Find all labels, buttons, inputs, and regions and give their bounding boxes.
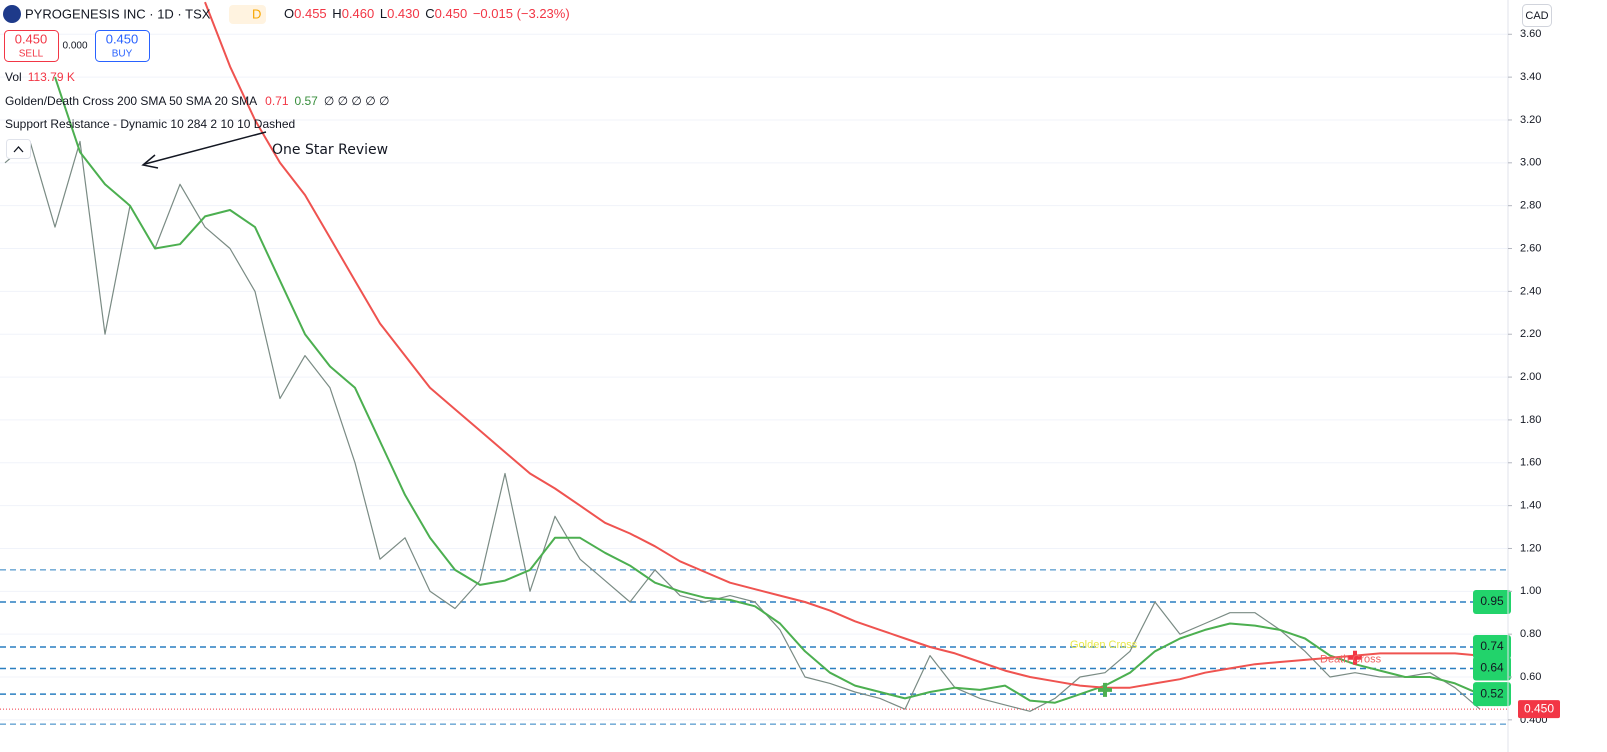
- y-tick-label: 1.40: [1520, 500, 1541, 512]
- vol-value: 113.79 K: [28, 70, 75, 84]
- close-label: C: [425, 6, 434, 21]
- level-label-bg: [1473, 635, 1511, 660]
- badge-bg: [229, 5, 266, 24]
- sma-line: [204, 1, 1481, 689]
- logo: [3, 5, 21, 23]
- last-price-bg: [1518, 700, 1560, 719]
- y-tick-label: 2.20: [1520, 328, 1541, 340]
- cross-v1: 0.71: [265, 94, 289, 108]
- symbol[interactable]: PYROGENESIS INC · 1D · TSX: [25, 6, 211, 21]
- y-tick-label: 0.80: [1520, 628, 1541, 640]
- cross-name: Golden/Death Cross 200 SMA 50 SMA 20 SMA: [5, 94, 257, 108]
- y-tick-label: 1.20: [1520, 542, 1541, 554]
- y-tick-label: 1.00: [1520, 585, 1541, 597]
- sell-label: SELL: [19, 49, 44, 60]
- y-tick-label: 3.40: [1520, 71, 1541, 83]
- level-label: 0.52: [1480, 686, 1504, 700]
- y-tick-label: 3.20: [1520, 114, 1541, 126]
- cross-label: Golden Cross: [1070, 639, 1138, 651]
- cross-legend: Golden/Death Cross 200 SMA 50 SMA 20 SMA…: [5, 94, 389, 108]
- open-label: O: [284, 6, 294, 21]
- cross-label: Death Cross: [1320, 654, 1382, 666]
- open: 0.455: [294, 6, 327, 21]
- annotation: One Star Review: [272, 142, 388, 158]
- low-label: L: [380, 6, 387, 21]
- buy-price: 0.450: [106, 31, 139, 46]
- y-tick-label: 3.00: [1520, 157, 1541, 169]
- ohlc: O0.455 H0.460 L0.430 C0.450 −0.015 (−3.2…: [284, 6, 570, 21]
- cross-marker: [1348, 650, 1362, 665]
- sr-legend: Support Resistance - Dynamic 10 284 2 10…: [5, 117, 295, 131]
- y-tick-label: 2.00: [1520, 371, 1541, 383]
- price-line: [4, 140, 1481, 712]
- buy-label: BUY: [112, 49, 133, 60]
- change: −0.015 (−3.23%): [473, 6, 570, 21]
- sell-price: 0.450: [15, 31, 48, 46]
- collapse-icon: [13, 146, 24, 153]
- y-tick-label: 3.60: [1520, 28, 1541, 40]
- vol-label: Vol: [5, 70, 22, 84]
- sell-button[interactable]: [4, 30, 59, 62]
- level-label: 0.95: [1480, 594, 1504, 608]
- level-label-bg: [1473, 656, 1511, 681]
- y-tick-label: 2.40: [1520, 285, 1541, 297]
- spread: 0.000: [62, 41, 87, 52]
- y-tick-label: 2.80: [1520, 200, 1541, 212]
- last-price-label: 0.450: [1524, 701, 1554, 715]
- low: 0.430: [387, 6, 420, 21]
- high: 0.460: [342, 6, 375, 21]
- annotation-arrowhead: [141, 154, 159, 169]
- currency-button[interactable]: [1522, 4, 1552, 27]
- level-label-bg: [1473, 682, 1511, 707]
- high-label: H: [332, 6, 341, 21]
- collapse-button[interactable]: [6, 139, 31, 159]
- level-label: 0.74: [1480, 639, 1504, 653]
- y-tick-label: 2.60: [1520, 242, 1541, 254]
- currency: CAD: [1525, 10, 1548, 22]
- level-label-bg: [1473, 590, 1511, 615]
- y-tick-label: 0.60: [1520, 671, 1541, 683]
- cross-marker: [1098, 682, 1112, 697]
- y-tick-label: 1.80: [1520, 414, 1541, 426]
- cross-v2: 0.57: [295, 94, 319, 108]
- level-label: 0.64: [1480, 661, 1504, 675]
- annotation-arrow: [144, 131, 267, 165]
- badge: D: [252, 6, 261, 21]
- close: 0.450: [435, 6, 468, 21]
- y-tick-label: 1.60: [1520, 457, 1541, 469]
- plot-area: 0.95 0.74 0.64 0.52 Golden Cross Death Cross: [0, 1, 1511, 725]
- cross-rest: ∅ ∅ ∅ ∅ ∅: [324, 94, 390, 108]
- buy-button[interactable]: [95, 30, 150, 62]
- sma-line: [54, 76, 1481, 704]
- volume-legend: Vol 113.79 K: [5, 70, 75, 84]
